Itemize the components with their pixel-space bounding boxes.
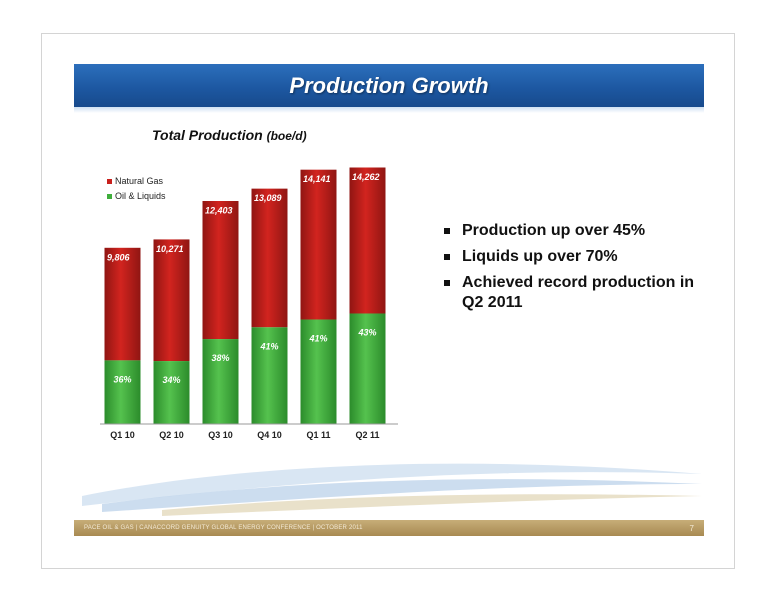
total-label: 10,271 (156, 244, 184, 254)
bullet-square-icon (444, 280, 450, 286)
bullet-square-icon (444, 254, 450, 260)
bullet-text: Achieved record production in Q2 2011 (462, 274, 695, 311)
footer-text: PACE OIL & GAS | CANACCORD GENUITY GLOBA… (84, 525, 363, 531)
total-label: 12,403 (205, 205, 233, 215)
bullet-item: Production up over 45% (440, 221, 702, 241)
page-number: 7 (689, 523, 694, 533)
bar-oil-liquids (251, 327, 288, 424)
bar-oil-liquids (300, 319, 337, 424)
category-label: Q4 10 (257, 430, 282, 440)
bar-natural-gas (349, 167, 386, 314)
category-label: Q3 10 (208, 430, 233, 440)
pct-label: 41% (259, 341, 278, 351)
pct-label: 36% (113, 374, 131, 384)
slide: Production Growth Total Production (boe/… (41, 33, 735, 569)
total-label: 14,141 (303, 174, 331, 184)
bar-oil-liquids (104, 360, 141, 424)
decorative-wave (82, 463, 702, 516)
total-label: 13,089 (254, 193, 282, 203)
title-underline (74, 107, 704, 113)
legend-label-oil-liquids: Oil & Liquids (115, 191, 166, 201)
bar-oil-liquids (153, 361, 190, 424)
bullet-text: Liquids up over 70% (462, 248, 618, 265)
title-bar: Production Growth (74, 64, 704, 107)
page-title: Production Growth (289, 72, 489, 98)
pct-label: 43% (357, 327, 376, 337)
bar-natural-gas (251, 188, 288, 328)
bar-natural-gas (153, 238, 190, 362)
category-label: Q1 11 (306, 430, 330, 440)
bars-group: 9,806 36% Q1 10 10,271 34% Q2 10 12,403 38% Q3 1… (103, 166, 387, 440)
chart-title: Total Production (boe/d) (152, 127, 307, 143)
bar-natural-gas (202, 200, 239, 340)
wave-band-3 (162, 494, 702, 516)
bullet-item: Achieved record production in Q2 2011 (440, 273, 702, 313)
chart-title-text: Total Production (152, 127, 263, 143)
total-label: 9,806 (107, 252, 131, 262)
bullet-list: Production up over 45% Liquids up over 7… (440, 221, 702, 319)
legend-swatch-natural-gas (107, 179, 112, 184)
pct-label: 38% (211, 353, 229, 363)
total-label: 14,262 (352, 172, 380, 182)
bar-natural-gas (300, 169, 337, 320)
chart-legend: Natural Gas Oil & Liquids (107, 176, 166, 201)
legend-swatch-oil-liquids (107, 194, 112, 199)
wave-band-1 (82, 463, 702, 506)
production-chart: Natural Gas Oil & Liquids 9,806 36% Q1 10 1… (100, 166, 398, 440)
pct-label: 41% (308, 334, 327, 344)
bullet-square-icon (444, 228, 450, 234)
category-label: Q2 11 (355, 430, 379, 440)
bar-oil-liquids (202, 339, 239, 424)
pct-label: 34% (162, 375, 180, 385)
chart-title-unit: (boe/d) (266, 129, 307, 143)
legend-label-natural-gas: Natural Gas (115, 176, 164, 186)
category-label: Q2 10 (159, 430, 184, 440)
bar-oil-liquids (349, 313, 386, 424)
footer-bar: PACE OIL & GAS | CANACCORD GENUITY GLOBA… (74, 520, 704, 536)
bar-natural-gas (104, 247, 141, 361)
category-label: Q1 10 (110, 430, 135, 440)
bullet-text: Production up over 45% (462, 222, 646, 239)
bullet-item: Liquids up over 70% (440, 247, 702, 267)
wave-band-2 (102, 479, 702, 512)
